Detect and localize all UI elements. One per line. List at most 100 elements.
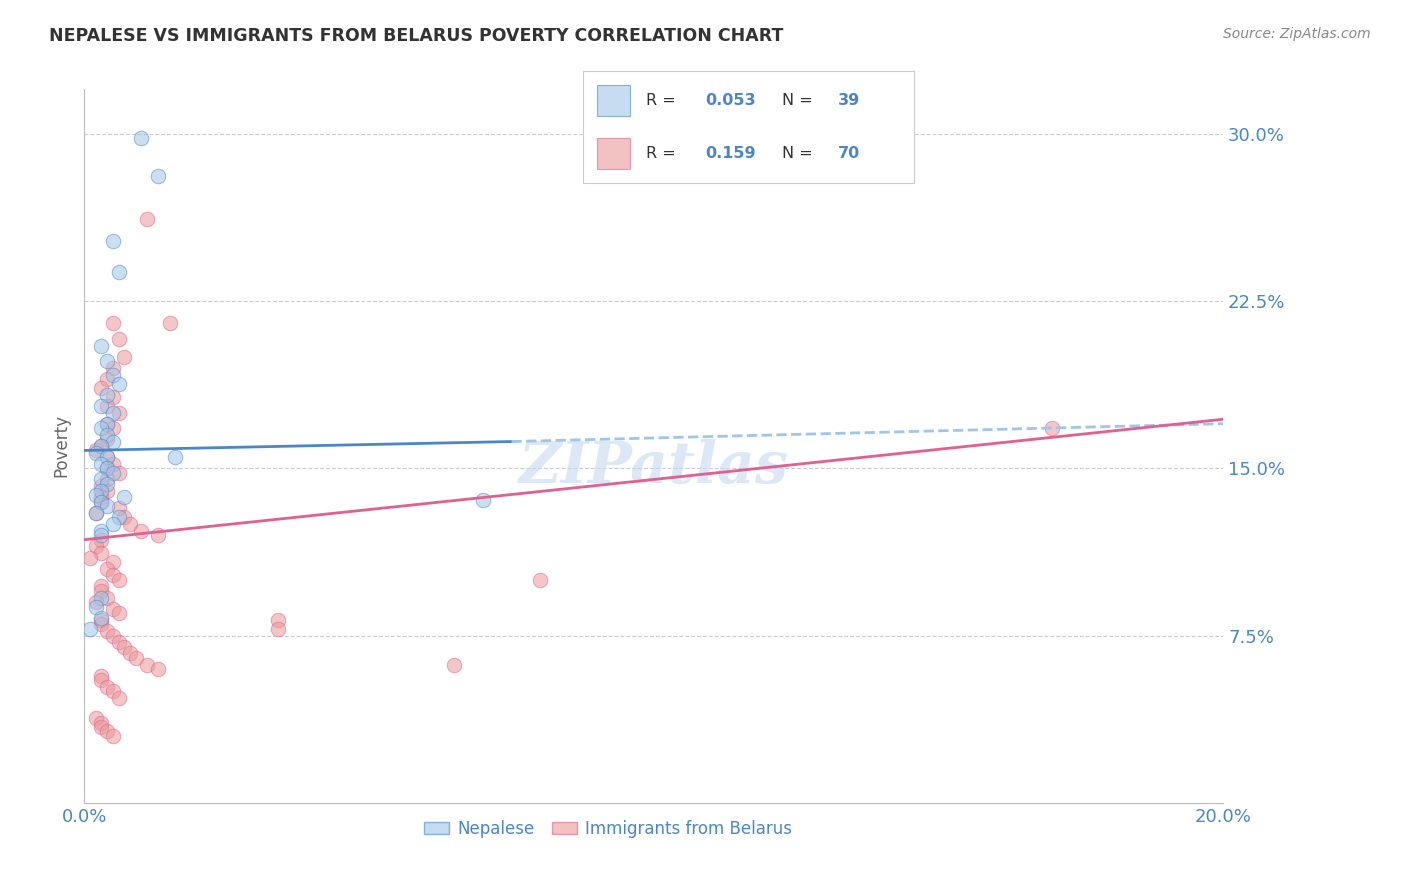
- Point: [101, 516, 124, 531]
- Point: [96, 483, 118, 498]
- Point: [267, 622, 290, 636]
- Text: 70: 70: [838, 146, 860, 161]
- Point: [101, 360, 124, 375]
- Point: [96, 591, 118, 605]
- Point: [90, 494, 112, 508]
- Point: [90, 528, 112, 542]
- Point: [90, 439, 112, 453]
- Point: [90, 439, 112, 453]
- FancyBboxPatch shape: [596, 138, 630, 169]
- Point: [107, 466, 129, 480]
- Point: [90, 483, 112, 498]
- Point: [96, 417, 118, 431]
- Point: [148, 169, 170, 183]
- Point: [90, 490, 112, 504]
- Point: [267, 613, 290, 627]
- Point: [96, 432, 118, 446]
- Text: NEPALESE VS IMMIGRANTS FROM BELARUS POVERTY CORRELATION CHART: NEPALESE VS IMMIGRANTS FROM BELARUS POVE…: [49, 27, 783, 45]
- Point: [90, 479, 112, 493]
- Point: [107, 635, 129, 649]
- Point: [84, 445, 107, 460]
- Point: [90, 421, 112, 435]
- Point: [90, 613, 112, 627]
- Point: [101, 568, 124, 582]
- Point: [90, 591, 112, 605]
- Point: [112, 350, 135, 364]
- Point: [101, 405, 124, 419]
- Point: [112, 640, 135, 654]
- Point: [90, 546, 112, 560]
- Point: [90, 720, 112, 734]
- Point: [118, 516, 141, 531]
- Point: [148, 528, 170, 542]
- Point: [165, 450, 187, 464]
- Point: [107, 501, 129, 516]
- Point: [1042, 421, 1064, 435]
- Point: [96, 680, 118, 694]
- Text: R =: R =: [647, 146, 681, 161]
- Point: [96, 476, 118, 491]
- Point: [90, 533, 112, 547]
- Point: [90, 457, 112, 471]
- Point: [84, 488, 107, 502]
- Point: [96, 417, 118, 431]
- Point: [118, 646, 141, 660]
- Text: N =: N =: [782, 146, 818, 161]
- Point: [107, 573, 129, 587]
- Point: [96, 461, 118, 475]
- Point: [90, 715, 112, 730]
- Point: [101, 390, 124, 404]
- Point: [101, 602, 124, 616]
- Point: [84, 711, 107, 725]
- Point: [90, 399, 112, 413]
- Point: [529, 573, 551, 587]
- Point: [101, 729, 124, 743]
- Point: [90, 673, 112, 687]
- Point: [96, 450, 118, 464]
- Point: [112, 510, 135, 524]
- Point: [84, 443, 107, 458]
- Point: [101, 684, 124, 698]
- Text: 39: 39: [838, 93, 860, 108]
- Point: [96, 372, 118, 386]
- Point: [101, 434, 124, 449]
- Point: [96, 624, 118, 639]
- Point: [443, 657, 465, 672]
- Point: [84, 506, 107, 520]
- Point: [107, 690, 129, 705]
- Point: [136, 211, 159, 226]
- Point: [96, 427, 118, 442]
- Point: [90, 494, 112, 508]
- Point: [101, 368, 124, 382]
- Point: [101, 628, 124, 642]
- Text: ZIPatlas: ZIPatlas: [519, 439, 789, 496]
- Point: [90, 580, 112, 594]
- Point: [96, 354, 118, 368]
- Point: [112, 490, 135, 504]
- Point: [84, 599, 107, 614]
- Point: [90, 669, 112, 683]
- Point: [101, 457, 124, 471]
- Point: [107, 376, 129, 391]
- Point: [148, 662, 170, 676]
- Text: 0.159: 0.159: [706, 146, 756, 161]
- Point: [96, 461, 118, 475]
- Point: [124, 651, 146, 665]
- Point: [90, 610, 112, 624]
- Point: [84, 506, 107, 520]
- Point: [131, 524, 153, 538]
- Point: [84, 539, 107, 553]
- Point: [96, 499, 118, 513]
- Point: [90, 473, 112, 487]
- FancyBboxPatch shape: [596, 85, 630, 116]
- Text: R =: R =: [647, 93, 681, 108]
- Point: [96, 450, 118, 464]
- Text: 0.053: 0.053: [706, 93, 756, 108]
- Point: [96, 562, 118, 576]
- Point: [96, 724, 118, 739]
- Point: [101, 466, 124, 480]
- Point: [90, 583, 112, 598]
- Point: [90, 617, 112, 632]
- Text: N =: N =: [782, 93, 818, 108]
- Point: [101, 555, 124, 569]
